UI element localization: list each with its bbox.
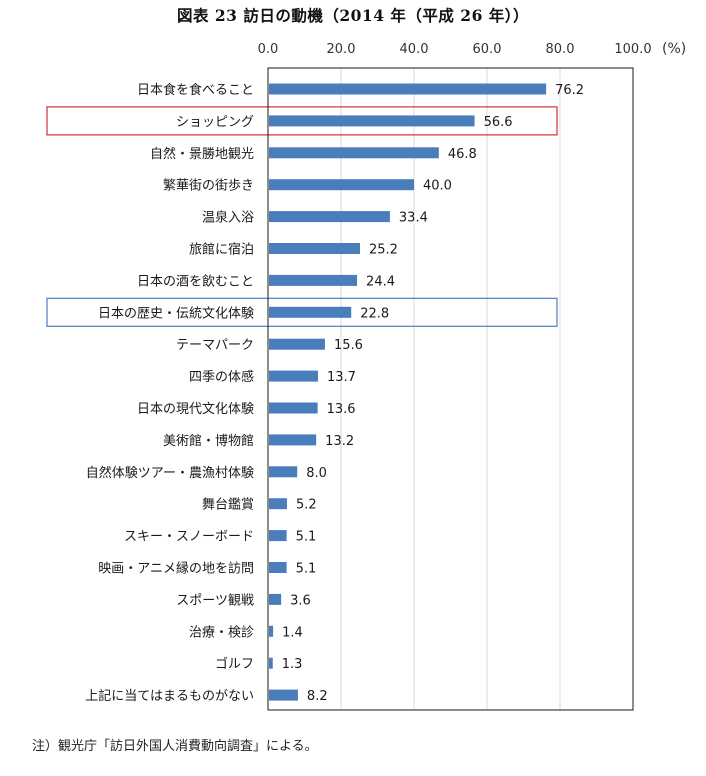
category-label: 日本食を食べること — [137, 82, 254, 98]
category-label: テーマパーク — [176, 338, 254, 353]
unit-label: (%) — [662, 41, 686, 57]
bar — [269, 243, 360, 254]
bar — [269, 211, 390, 223]
source-note: 注）観光庁「訪日外国人消費動向調査」による。 — [32, 739, 318, 754]
category-label: 旅館に宿泊 — [189, 242, 254, 258]
bar — [269, 370, 319, 382]
category-label: 美術館・博物館 — [163, 434, 254, 449]
value-label: 8.0 — [306, 466, 327, 481]
category-label: 繁華街の街歩き — [163, 178, 254, 194]
gridlines — [340, 68, 561, 710]
category-label: 治療・検診 — [189, 624, 254, 640]
category-label: 自然・景勝地観光 — [150, 146, 254, 162]
bar — [269, 562, 287, 573]
highlight-boxes — [46, 106, 558, 327]
value-label: 5.1 — [296, 562, 317, 577]
value-label: 33.4 — [399, 211, 428, 226]
bar — [269, 689, 298, 701]
category-label: 日本の酒を飲むこと — [137, 273, 254, 289]
category-label: ショッピング — [176, 115, 254, 130]
x-tick-label: 100.0 — [614, 42, 651, 57]
bar — [269, 179, 414, 191]
value-label: 13.7 — [327, 370, 356, 385]
plot-area-frame — [267, 67, 634, 711]
x-axis-ticks: 0.0 20.0 40.0 60.0 80.0 100.0 — [258, 42, 652, 57]
value-label: 25.2 — [369, 243, 398, 258]
category-label: ゴルフ — [215, 656, 254, 672]
value-label: 1.3 — [282, 657, 303, 672]
bar — [269, 593, 282, 605]
bar — [269, 115, 475, 127]
value-label: 15.6 — [334, 338, 363, 353]
bar — [269, 625, 274, 637]
value-label: 56.6 — [484, 115, 513, 130]
bar — [269, 147, 439, 159]
value-label: 13.6 — [327, 402, 356, 417]
bar — [269, 274, 358, 286]
category-label: 上記に当てはまるものがない — [85, 688, 254, 704]
x-tick-label: 0.0 — [258, 42, 279, 57]
highlight-box — [46, 106, 558, 136]
highlight-box — [46, 297, 558, 327]
value-label: 1.4 — [282, 625, 303, 640]
value-label: 5.2 — [296, 498, 317, 513]
bar — [269, 657, 273, 669]
bar — [269, 498, 287, 510]
x-tick-label: 20.0 — [327, 42, 356, 57]
value-label: 3.6 — [290, 593, 311, 608]
category-label: スキー・スノーボード — [124, 530, 254, 545]
bar — [269, 530, 287, 542]
value-label: 40.0 — [423, 179, 452, 194]
bar — [269, 466, 298, 478]
category-label: 舞台鑑賞 — [202, 497, 254, 513]
value-label: 76.2 — [555, 83, 584, 98]
bar — [269, 434, 317, 446]
chart-title: 図表 23 訪日の動機（2014 年（平成 26 年）） — [176, 6, 529, 25]
category-label: 温泉入浴 — [202, 210, 254, 226]
category-label: 四季の体感 — [189, 369, 254, 385]
value-label: 24.4 — [366, 274, 395, 289]
bar — [269, 83, 547, 95]
category-label: 日本の歴史・伝統文化体験 — [98, 306, 254, 321]
value-label: 13.2 — [325, 434, 354, 449]
value-label: 22.8 — [360, 306, 389, 321]
value-label: 46.8 — [448, 147, 477, 162]
x-tick-label: 80.0 — [546, 42, 575, 57]
category-label: スポーツ観戦 — [176, 593, 254, 608]
value-label: 5.1 — [296, 530, 317, 545]
category-label: 日本の現代文化体験 — [137, 402, 254, 417]
category-label: 映画・アニメ縁の地を訪問 — [98, 561, 254, 577]
bars — [269, 83, 547, 701]
category-labels: 日本食を食べることショッピング自然・景勝地観光繁華街の街歩き温泉入浴旅館に宿泊日… — [85, 82, 254, 704]
bar — [269, 338, 325, 350]
category-label: 自然体験ツアー・農漁村体験 — [86, 465, 254, 481]
value-labels: 76.2 56.6 46.8 40.0 33.4 25.2 24.4 22.8 15.6 13.7… — [282, 83, 584, 704]
bar — [269, 402, 318, 414]
value-label: 8.2 — [307, 689, 328, 704]
x-tick-label: 60.0 — [473, 42, 502, 57]
bar — [269, 306, 352, 318]
x-tick-label: 40.0 — [400, 42, 429, 57]
